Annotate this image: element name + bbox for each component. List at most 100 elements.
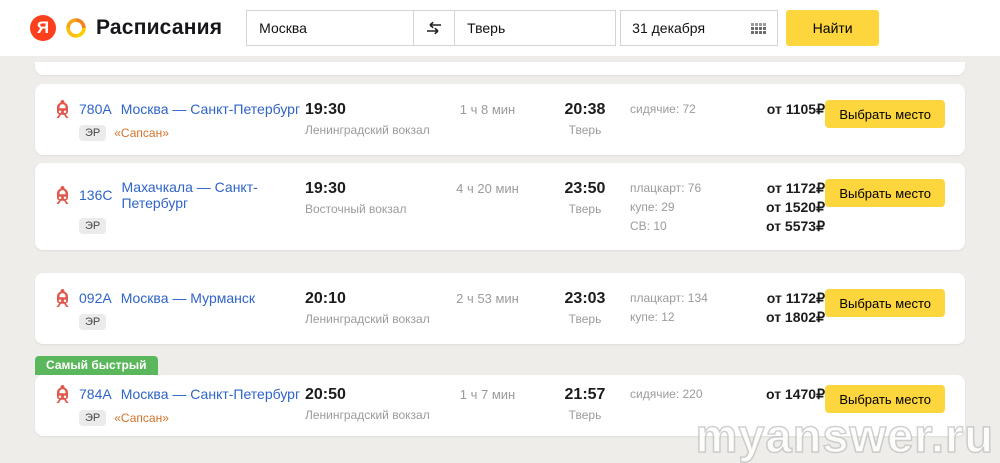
train-card-wrap: 092А Москва — Мурманск ЭР 20:10 Ленингра… — [35, 273, 965, 344]
calendar-icon — [751, 22, 767, 34]
departure-time: 19:30 — [305, 101, 346, 118]
swap-arrows-icon — [427, 21, 442, 35]
train-brand: «Сапсан» — [114, 126, 169, 140]
train-brand: «Сапсан» — [114, 411, 169, 425]
arrival-column: 23:03 Тверь — [540, 289, 630, 326]
results-area: 780А Москва — Санкт-Петербург ЭР «Сапсан… — [0, 56, 1000, 463]
arrival-time: 23:03 — [564, 290, 606, 307]
previous-card-edge — [35, 62, 965, 75]
departure-station: Ленинградский вокзал — [305, 312, 430, 326]
date-field[interactable]: 31 декабря — [620, 10, 779, 46]
departure-station: Восточный вокзал — [305, 202, 407, 216]
carrier-badge: ЭР — [79, 125, 107, 141]
select-seat-button[interactable]: Выбрать место — [825, 100, 945, 128]
rasp-swirl-icon — [66, 18, 86, 38]
seat-class: плацкарт: 76 — [630, 181, 702, 195]
train-info-column: 780А Москва — Санкт-Петербург ЭР «Сапсан… — [55, 100, 305, 141]
train-card: 136С Махачкала — Санкт-Петербург ЭР 19:3… — [35, 163, 965, 250]
seat-class: плацкарт: 134 — [630, 291, 708, 305]
train-number-link[interactable]: 780А — [79, 101, 112, 117]
arrival-station: Тверь — [568, 202, 602, 216]
price-list: от 1470₽ — [740, 385, 825, 404]
yandex-logo[interactable]: Я Расписания — [30, 15, 222, 41]
select-seat-button[interactable]: Выбрать место — [825, 289, 945, 317]
departure-column: 20:50 Ленинградский вокзал — [305, 385, 435, 422]
train-number-link[interactable]: 136С — [79, 187, 113, 203]
seat-classes: плацкарт: 76 купе: 29 СВ: 10 — [630, 179, 740, 236]
seat-class: купе: 29 — [630, 200, 675, 214]
trip-duration: 4 ч 20 мин — [456, 181, 519, 196]
seat-class: купе: 12 — [630, 310, 675, 324]
departure-column: 20:10 Ленинградский вокзал — [305, 289, 435, 326]
find-button[interactable]: Найти — [786, 10, 880, 46]
departure-time: 20:50 — [305, 386, 346, 403]
seat-classes: сидячие: 220 — [630, 385, 740, 404]
arrival-column: 21:57 Тверь — [540, 385, 630, 422]
carrier-badge: ЭР — [79, 410, 107, 426]
select-seat-button[interactable]: Выбрать место — [825, 385, 945, 413]
train-card: 092А Москва — Мурманск ЭР 20:10 Ленингра… — [35, 273, 965, 344]
price: от 1105₽ — [766, 101, 825, 117]
departure-station: Ленинградский вокзал — [305, 123, 430, 137]
train-route-link[interactable]: Махачкала — Санкт-Петербург — [121, 179, 258, 211]
action-column: Выбрать место — [825, 385, 945, 413]
train-info-column: 092А Москва — Мурманск ЭР — [55, 289, 305, 330]
select-seat-button[interactable]: Выбрать место — [825, 179, 945, 207]
arrival-time: 21:57 — [564, 386, 606, 403]
yandex-y-icon: Я — [30, 15, 56, 41]
carrier-badge: ЭР — [79, 314, 107, 330]
departure-time: 19:30 — [305, 180, 346, 197]
arrival-station: Тверь — [568, 312, 602, 326]
train-route-link[interactable]: Москва — Санкт-Петербург — [120, 101, 301, 117]
carrier-badge: ЭР — [79, 218, 107, 234]
seat-classes: плацкарт: 134 купе: 12 — [630, 289, 740, 327]
train-info-column: 136С Махачкала — Санкт-Петербург ЭР — [55, 179, 305, 234]
swap-stations-button[interactable] — [413, 11, 456, 45]
train-icon — [56, 385, 69, 403]
trip-duration: 1 ч 7 мин — [459, 387, 516, 402]
train-icon — [56, 100, 69, 118]
departure-station: Ленинградский вокзал — [305, 408, 430, 422]
to-station-input[interactable] — [455, 11, 616, 45]
departure-column: 19:30 Восточный вокзал — [305, 179, 435, 216]
train-number-link[interactable]: 092А — [79, 290, 112, 306]
arrival-time: 20:38 — [564, 101, 606, 118]
seat-class: сидячие: 220 — [630, 387, 703, 401]
from-station-input[interactable] — [247, 11, 414, 45]
price: от 1172₽ — [766, 180, 825, 196]
stations-input-group — [246, 10, 617, 46]
train-route-link[interactable]: Москва — Мурманск — [120, 290, 255, 306]
arrival-station: Тверь — [568, 123, 602, 137]
action-column: Выбрать место — [825, 100, 945, 128]
price-list: от 1172₽ от 1802₽ — [740, 289, 825, 327]
price: от 5573₽ — [765, 218, 825, 234]
price-list: от 1105₽ — [740, 100, 825, 119]
train-card-wrap: 136С Махачкала — Санкт-Петербург ЭР 19:3… — [35, 163, 965, 250]
header: Я Расписания 31 декабря Найт — [0, 0, 1000, 56]
train-info-column: 784А Москва — Санкт-Петербург ЭР «Сапсан… — [55, 385, 305, 426]
train-card-wrap: Самый быстрый 784А Москва — Санкт-Петерб… — [35, 356, 965, 436]
seat-classes: сидячие: 72 — [630, 100, 740, 119]
seat-class: сидячие: 72 — [630, 102, 696, 116]
price-list: от 1172₽ от 1520₽ от 5573₽ — [740, 179, 825, 236]
price: от 1802₽ — [765, 309, 825, 325]
train-route-link[interactable]: Москва — Санкт-Петербург — [120, 386, 301, 402]
arrival-time: 23:50 — [564, 180, 606, 197]
train-card: 784А Москва — Санкт-Петербург ЭР «Сапсан… — [35, 375, 965, 436]
action-column: Выбрать место — [825, 289, 945, 317]
price: от 1172₽ — [766, 290, 825, 306]
departure-time: 20:10 — [305, 290, 346, 307]
trip-duration: 1 ч 8 мин — [459, 102, 516, 117]
train-card-wrap: 780А Москва — Санкт-Петербург ЭР «Сапсан… — [35, 84, 965, 155]
price: от 1520₽ — [765, 199, 825, 215]
search-bar: 31 декабря Найти — [246, 10, 880, 46]
app-title: Расписания — [96, 16, 223, 39]
train-icon — [56, 289, 69, 307]
trip-duration: 2 ч 53 мин — [456, 291, 519, 306]
train-number-link[interactable]: 784А — [79, 386, 112, 402]
arrival-column: 20:38 Тверь — [540, 100, 630, 137]
arrival-station: Тверь — [568, 408, 602, 422]
train-list: 780А Москва — Санкт-Петербург ЭР «Сапсан… — [35, 84, 965, 436]
seat-class: СВ: 10 — [630, 219, 667, 233]
price: от 1470₽ — [765, 386, 825, 402]
